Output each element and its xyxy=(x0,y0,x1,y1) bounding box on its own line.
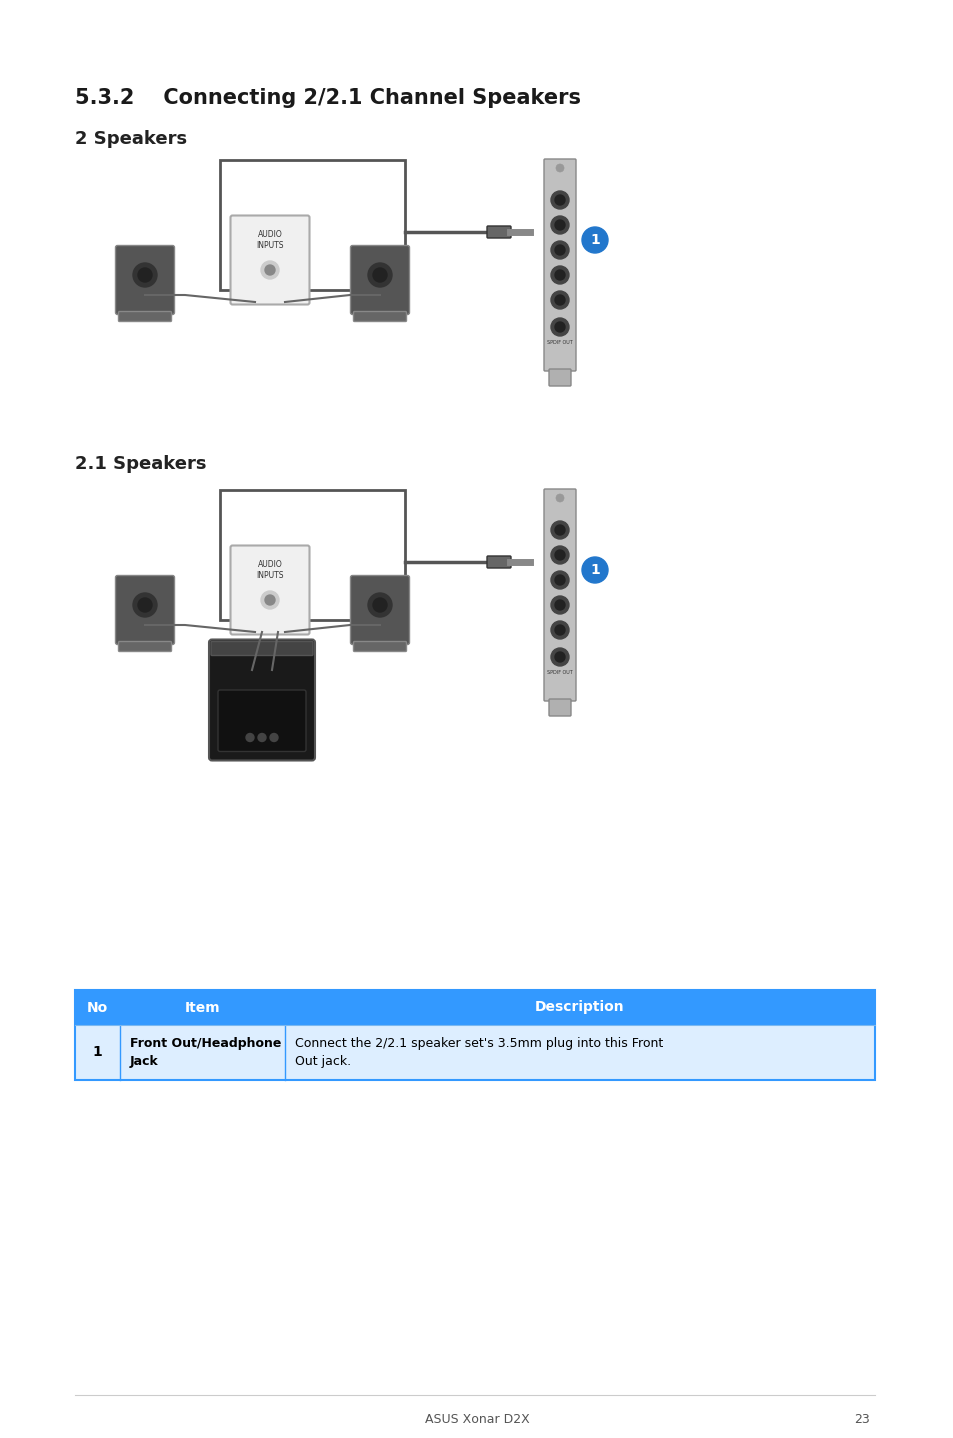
Text: ASUS Xonar D2X: ASUS Xonar D2X xyxy=(424,1414,529,1426)
Text: Connect the 2/2.1 speaker set's 3.5mm plug into this Front
Out jack.: Connect the 2/2.1 speaker set's 3.5mm pl… xyxy=(294,1037,662,1068)
Text: Item: Item xyxy=(185,1001,220,1014)
Circle shape xyxy=(265,265,274,275)
FancyBboxPatch shape xyxy=(115,575,174,644)
Circle shape xyxy=(555,626,564,636)
Circle shape xyxy=(246,733,253,742)
Circle shape xyxy=(556,495,563,502)
Circle shape xyxy=(368,592,392,617)
Text: SPDIF OUT: SPDIF OUT xyxy=(547,341,572,345)
Circle shape xyxy=(555,270,564,280)
Circle shape xyxy=(138,267,152,282)
Text: Front Out/Headphone
Jack: Front Out/Headphone Jack xyxy=(130,1037,281,1068)
Text: AUDIO
INPUTS: AUDIO INPUTS xyxy=(256,230,283,250)
Circle shape xyxy=(555,575,564,585)
Circle shape xyxy=(551,242,568,259)
Bar xyxy=(220,490,405,620)
FancyBboxPatch shape xyxy=(115,246,174,315)
Circle shape xyxy=(555,295,564,305)
Circle shape xyxy=(261,262,278,279)
FancyBboxPatch shape xyxy=(75,1025,874,1080)
Circle shape xyxy=(555,244,564,255)
FancyBboxPatch shape xyxy=(548,699,571,716)
FancyBboxPatch shape xyxy=(209,640,314,761)
FancyBboxPatch shape xyxy=(350,246,409,315)
Text: 1: 1 xyxy=(590,233,599,247)
Circle shape xyxy=(551,621,568,638)
Text: SPDIF OUT: SPDIF OUT xyxy=(547,670,572,676)
Circle shape xyxy=(556,164,563,173)
Circle shape xyxy=(551,266,568,283)
Circle shape xyxy=(581,227,607,253)
Circle shape xyxy=(581,557,607,582)
Circle shape xyxy=(132,592,157,617)
Circle shape xyxy=(555,549,564,559)
Circle shape xyxy=(138,598,152,613)
FancyBboxPatch shape xyxy=(118,312,172,322)
Circle shape xyxy=(551,290,568,309)
Text: Description: Description xyxy=(535,1001,624,1014)
Circle shape xyxy=(257,733,266,742)
FancyBboxPatch shape xyxy=(354,312,406,322)
Circle shape xyxy=(551,649,568,666)
Circle shape xyxy=(551,216,568,234)
Text: AUDIO
INPUTS: AUDIO INPUTS xyxy=(256,559,283,580)
Text: 2 Speakers: 2 Speakers xyxy=(75,129,187,148)
Circle shape xyxy=(551,571,568,590)
Circle shape xyxy=(555,525,564,535)
Text: 2.1 Speakers: 2.1 Speakers xyxy=(75,454,206,473)
Circle shape xyxy=(551,595,568,614)
Circle shape xyxy=(555,220,564,230)
FancyBboxPatch shape xyxy=(231,545,309,634)
FancyBboxPatch shape xyxy=(118,641,172,651)
Circle shape xyxy=(555,651,564,661)
FancyBboxPatch shape xyxy=(543,489,576,700)
Circle shape xyxy=(373,598,387,613)
Circle shape xyxy=(265,595,274,605)
Text: 5.3.2    Connecting 2/2.1 Channel Speakers: 5.3.2 Connecting 2/2.1 Channel Speakers xyxy=(75,88,580,108)
Text: No: No xyxy=(87,1001,108,1014)
FancyBboxPatch shape xyxy=(218,690,306,752)
Circle shape xyxy=(261,591,278,610)
Text: 23: 23 xyxy=(853,1414,869,1426)
FancyBboxPatch shape xyxy=(350,575,409,644)
Circle shape xyxy=(551,318,568,336)
Circle shape xyxy=(368,263,392,288)
FancyBboxPatch shape xyxy=(231,216,309,305)
Circle shape xyxy=(555,196,564,206)
FancyBboxPatch shape xyxy=(75,989,874,1025)
Circle shape xyxy=(270,733,277,742)
Bar xyxy=(75,989,874,1080)
FancyBboxPatch shape xyxy=(548,370,571,385)
Circle shape xyxy=(551,521,568,539)
Circle shape xyxy=(555,600,564,610)
Circle shape xyxy=(555,322,564,332)
FancyBboxPatch shape xyxy=(486,226,511,239)
Bar xyxy=(220,160,405,290)
Circle shape xyxy=(373,267,387,282)
Text: 1: 1 xyxy=(92,1045,102,1060)
Circle shape xyxy=(551,191,568,209)
FancyBboxPatch shape xyxy=(354,641,406,651)
FancyBboxPatch shape xyxy=(486,557,511,568)
FancyBboxPatch shape xyxy=(543,160,576,371)
FancyBboxPatch shape xyxy=(211,641,313,656)
Circle shape xyxy=(551,546,568,564)
Text: 1: 1 xyxy=(590,564,599,577)
Circle shape xyxy=(132,263,157,288)
